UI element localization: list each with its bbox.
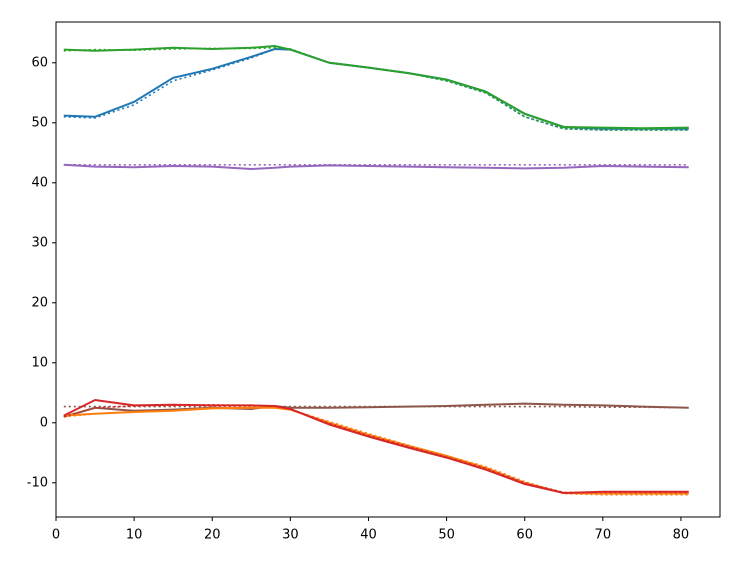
y-tick-label: 20 <box>31 295 48 310</box>
data-line <box>63 48 689 131</box>
x-tick-label: 80 <box>673 528 690 543</box>
x-tick-label: 40 <box>360 528 377 543</box>
x-tick-label: 30 <box>282 528 299 543</box>
x-tick-label: 60 <box>516 528 533 543</box>
y-tick-label: 30 <box>31 235 48 250</box>
data-line <box>63 406 689 496</box>
y-tick-label: -10 <box>27 475 48 490</box>
y-tick-label: 40 <box>31 175 48 190</box>
data-line <box>63 405 689 409</box>
x-tick-label: 10 <box>126 528 143 543</box>
data-line <box>63 403 689 494</box>
data-line <box>63 44 689 130</box>
y-tick-label: 50 <box>31 115 48 130</box>
y-tick-label: 0 <box>40 415 48 430</box>
x-tick-label: 70 <box>595 528 612 543</box>
x-tick-label: 50 <box>438 528 455 543</box>
x-tick-label: 20 <box>204 528 221 543</box>
data-line <box>63 46 689 131</box>
data-line <box>63 406 689 495</box>
plot-frame <box>55 21 721 518</box>
y-tick-label: 10 <box>31 355 48 370</box>
x-tick-label: 0 <box>52 528 60 543</box>
data-line <box>63 163 689 171</box>
data-line <box>63 47 689 130</box>
y-tick-label: 60 <box>31 55 48 70</box>
data-line <box>63 398 689 495</box>
data-line <box>63 402 689 418</box>
